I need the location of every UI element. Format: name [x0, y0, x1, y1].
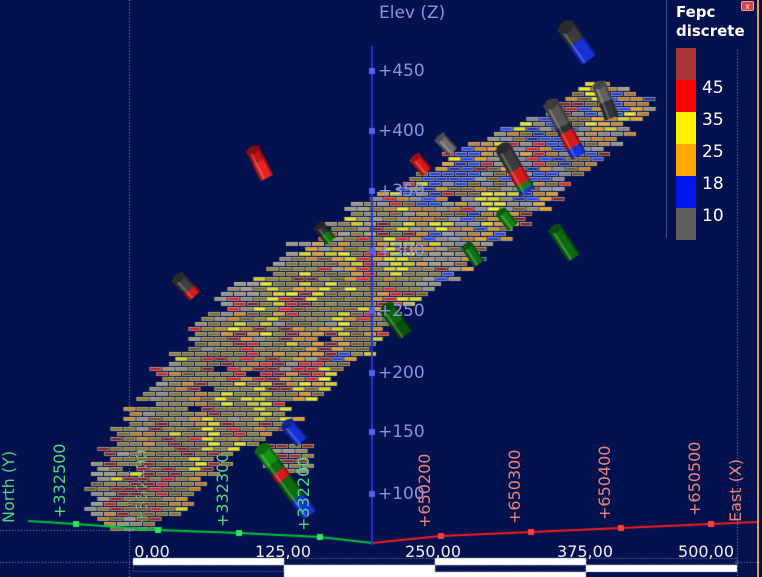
legend-swatch	[676, 144, 696, 176]
legend-value-label: 10	[702, 206, 724, 226]
legend-title-line1: Fepc	[676, 3, 716, 21]
legend-swatch	[676, 208, 696, 240]
legend-value-label: 25	[702, 142, 724, 162]
legend-value-label: 18	[702, 174, 724, 194]
window-right-edge	[757, 0, 759, 577]
legend-title: Fepc discrete	[676, 3, 760, 41]
legend-panel: Fepc discrete 45 35 25 18 10	[676, 3, 760, 247]
legend-swatch	[676, 80, 696, 112]
legend-swatch	[676, 48, 696, 80]
legend-close-button[interactable]: x	[741, 1, 754, 11]
legend-value-label: 35	[702, 110, 724, 130]
legend-value-label: 45	[702, 78, 724, 98]
legend-title-line2: discrete	[676, 22, 745, 40]
legend-separator-line	[666, 0, 667, 238]
legend-swatch	[676, 112, 696, 144]
legend-swatch	[676, 176, 696, 208]
